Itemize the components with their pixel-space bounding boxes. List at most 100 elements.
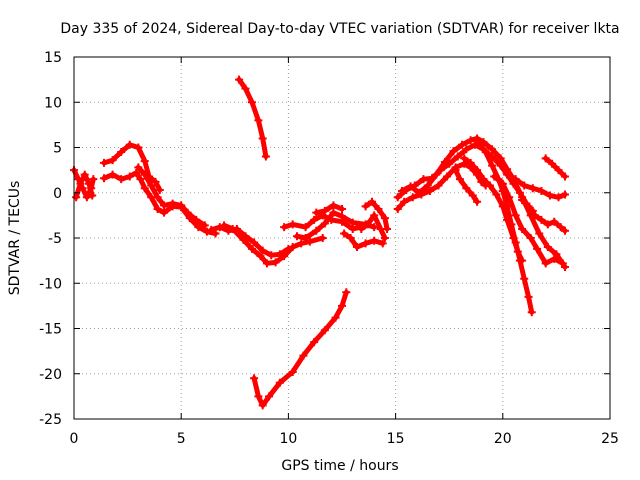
data-point-marker	[370, 211, 379, 220]
data-point-marker	[511, 238, 520, 247]
data-point-marker	[460, 154, 469, 163]
data-point-marker	[550, 254, 559, 263]
data-point-marker	[192, 215, 201, 224]
data-point-marker	[473, 134, 482, 143]
data-point-marker	[117, 148, 126, 157]
data-point-marker	[449, 147, 458, 156]
data-point-marker	[108, 170, 117, 179]
data-point-marker	[125, 140, 134, 149]
y-tick-label: -20	[39, 367, 62, 383]
data-point-marker	[560, 190, 569, 199]
x-tick-label: 25	[601, 431, 619, 447]
data-point-marker	[258, 401, 267, 410]
data-point-marker	[140, 184, 149, 193]
data-point-marker	[518, 195, 527, 204]
data-point-marker	[380, 234, 389, 242]
data-point-marker	[301, 234, 310, 242]
series-arc-25	[543, 155, 568, 179]
data-point-marker	[275, 378, 284, 387]
data-point-marker	[425, 186, 434, 195]
series-arc-22	[491, 174, 566, 266]
y-tick-label: -15	[39, 322, 62, 338]
data-point-marker	[250, 238, 259, 247]
data-point-marker	[520, 181, 529, 190]
data-point-marker	[88, 191, 97, 200]
data-point-marker	[511, 211, 520, 220]
data-point-marker	[262, 259, 271, 268]
data-series	[70, 75, 569, 410]
data-point-marker	[134, 163, 143, 172]
data-point-marker	[247, 244, 256, 253]
data-point-marker	[250, 374, 259, 383]
data-point-marker	[168, 199, 177, 208]
data-point-marker	[288, 243, 297, 252]
data-point-marker	[507, 220, 516, 229]
data-point-marker	[511, 175, 520, 184]
data-point-marker	[310, 215, 319, 224]
data-point-marker	[560, 172, 569, 181]
x-tick-label: 5	[177, 431, 186, 447]
data-point-marker	[288, 220, 297, 229]
data-point-marker	[537, 215, 546, 224]
data-point-marker	[153, 205, 162, 214]
data-point-marker	[320, 206, 329, 215]
data-point-marker	[455, 175, 464, 184]
series-arc-12	[313, 202, 345, 216]
data-point-marker	[503, 165, 512, 174]
data-point-marker	[280, 252, 289, 261]
data-point-marker	[100, 158, 109, 167]
data-point-marker	[527, 308, 536, 317]
x-tick-label: 10	[279, 431, 297, 447]
data-point-marker	[434, 181, 443, 190]
data-point-marker	[537, 186, 546, 195]
y-axis-label: SDTVAR / TECUs	[7, 181, 23, 296]
data-point-marker	[125, 172, 134, 181]
data-point-marker	[310, 338, 319, 347]
data-point-marker	[541, 259, 550, 268]
data-point-marker	[297, 239, 306, 248]
series-arc-18	[399, 135, 568, 270]
data-point-marker	[361, 239, 370, 248]
data-point-marker	[466, 158, 475, 167]
data-point-marker	[556, 223, 565, 232]
data-point-marker	[100, 174, 109, 183]
data-point-marker	[560, 226, 569, 235]
data-point-marker	[340, 229, 349, 238]
data-point-marker	[406, 182, 415, 191]
data-point-marker	[485, 181, 494, 190]
data-point-marker	[265, 392, 274, 401]
data-point-marker	[80, 170, 89, 179]
data-point-marker	[117, 175, 126, 184]
data-point-marker	[496, 154, 505, 163]
y-tick-label: 0	[53, 186, 62, 202]
data-point-marker	[320, 219, 329, 228]
data-point-marker	[528, 184, 537, 193]
chart-title: Day 335 of 2024, Sidereal Day-to-day VTE…	[60, 21, 619, 37]
data-point-marker	[432, 170, 441, 179]
y-tick-label: -5	[48, 231, 62, 247]
data-point-marker	[258, 246, 267, 255]
data-point-marker	[132, 168, 141, 177]
data-point-marker	[89, 175, 98, 184]
data-point-marker	[524, 292, 533, 301]
data-point-marker	[267, 251, 276, 260]
series-arc-05	[135, 164, 208, 228]
data-point-marker	[440, 157, 449, 166]
data-point-marker	[488, 161, 497, 170]
data-point-marker	[256, 252, 265, 261]
data-point-marker	[153, 193, 162, 202]
data-point-marker	[468, 191, 477, 200]
data-point-marker	[312, 208, 321, 217]
data-point-marker	[548, 159, 557, 168]
data-point-marker	[552, 250, 561, 259]
series-arc-06	[208, 224, 291, 258]
data-point-marker	[241, 84, 250, 93]
data-point-marker	[490, 172, 499, 181]
data-point-marker	[383, 224, 392, 233]
data-point-marker	[462, 184, 471, 193]
data-point-marker	[140, 170, 149, 179]
grid-lines	[74, 57, 610, 419]
data-point-marker	[535, 229, 544, 238]
data-point-marker	[370, 236, 379, 245]
